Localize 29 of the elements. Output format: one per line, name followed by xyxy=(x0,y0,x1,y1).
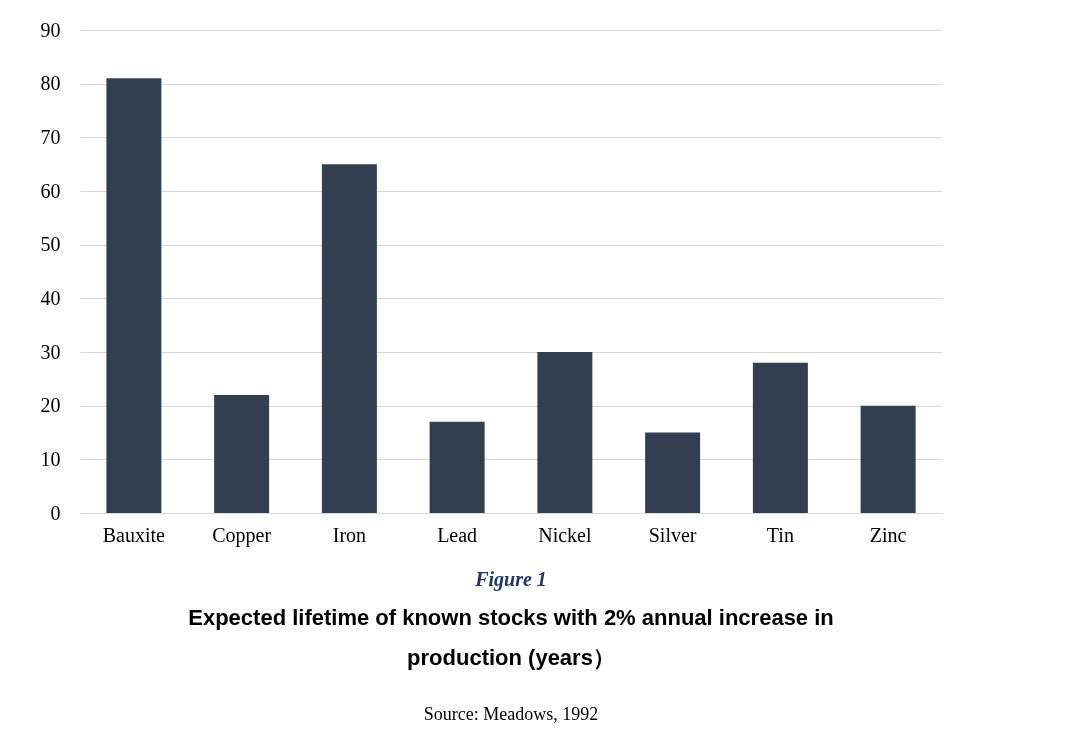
bar xyxy=(752,362,808,513)
x-tick-label: Zinc xyxy=(869,523,907,546)
y-tick-label: 30 xyxy=(40,340,61,363)
y-tick-label: 20 xyxy=(40,394,61,417)
y-tick-label: 10 xyxy=(40,447,61,470)
bar xyxy=(321,164,377,513)
bar xyxy=(860,405,916,513)
x-tick-label: Lead xyxy=(437,523,478,546)
bar xyxy=(537,352,593,513)
y-tick-label: 40 xyxy=(40,286,61,309)
y-tick-label: 50 xyxy=(40,233,61,256)
bar xyxy=(429,421,485,513)
x-tick-label: Iron xyxy=(332,523,367,546)
y-tick-label: 60 xyxy=(40,179,61,202)
y-tick-label: 80 xyxy=(40,72,61,95)
x-tick-label: Silver xyxy=(648,523,697,546)
y-tick-label: 90 xyxy=(40,18,61,41)
bar xyxy=(214,394,270,513)
x-tick-label: Tin xyxy=(766,523,794,546)
caption: Figure 1 xyxy=(474,568,547,591)
x-tick-label: Nickel xyxy=(538,523,592,546)
bar xyxy=(645,432,701,513)
bar xyxy=(106,78,162,513)
source-note: Source: Meadows, 1992 xyxy=(423,704,599,724)
x-tick-label: Bauxite xyxy=(102,523,166,546)
y-tick-label: 70 xyxy=(40,125,61,148)
y-tick-label: 0 xyxy=(50,501,61,524)
text: Expected lifetime of known stocks with 2% annual increase in production (years） xyxy=(188,605,834,670)
x-tick-label: Copper xyxy=(212,523,272,547)
